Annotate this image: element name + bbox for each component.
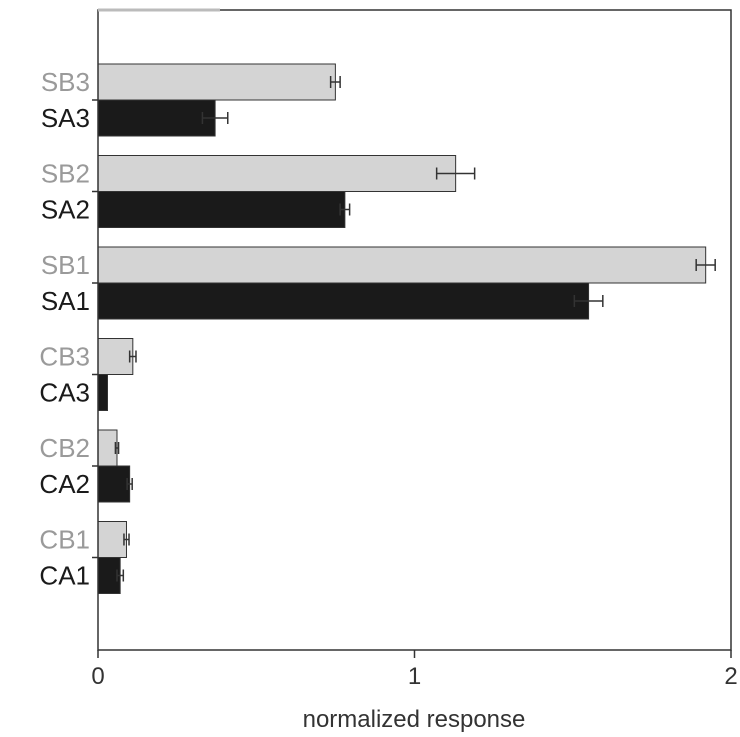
label-cb2: CB2: [39, 433, 90, 463]
error-bar-ca2: [126, 478, 133, 490]
bars-layer: [97, 63, 716, 594]
error-bar-cb1: [123, 533, 130, 546]
error-bar-ca1: [116, 569, 125, 582]
label-cb3: CB3: [39, 342, 90, 372]
bar-cb1: [97, 521, 127, 558]
label-sa1: SA1: [41, 286, 90, 316]
bar-ca3: [97, 374, 108, 411]
error-bar-sa3: [201, 112, 229, 124]
bar-cb3: [97, 338, 134, 375]
error-bar-sb3: [329, 76, 341, 88]
x-tick-label-0: 0: [91, 663, 104, 690]
label-cb1: CB1: [39, 525, 90, 555]
x-ticks: 0 1 2: [91, 650, 738, 690]
label-ca1: CA1: [39, 561, 90, 591]
bar-sa1: [97, 282, 590, 320]
x-tick-label-1: 1: [408, 663, 421, 690]
error-bar-sa2: [339, 203, 351, 216]
error-bar-sb1: [695, 259, 716, 271]
error-bar-sa1: [573, 295, 604, 307]
error-bar-sb2: [435, 167, 476, 180]
label-sa3: SA3: [41, 103, 90, 133]
error-bar-cb2: [114, 442, 120, 454]
bar-ca2: [97, 465, 131, 503]
bar-sb1: [97, 246, 707, 284]
bar-sa2: [97, 191, 346, 228]
bar-sa3: [97, 99, 216, 137]
label-sb3: SB3: [41, 67, 90, 97]
label-sb2: SB2: [41, 159, 90, 189]
x-axis-title: normalized response: [303, 706, 526, 733]
error-bar-cb3: [128, 350, 137, 363]
label-sa2: SA2: [41, 195, 90, 225]
label-sb1: SB1: [41, 250, 90, 280]
label-ca3: CA3: [39, 378, 90, 408]
bar-sb2: [97, 155, 457, 192]
x-tick-label-2: 2: [724, 663, 737, 690]
bar-cb2: [97, 429, 118, 467]
bar-sb3: [97, 63, 336, 101]
label-ca2: CA2: [39, 469, 90, 499]
category-labels: SB3 SA3 SB2 SA2 SB1 SA1 CB3 CA3 CB2 CA2 CB1 CA1: [39, 67, 98, 591]
